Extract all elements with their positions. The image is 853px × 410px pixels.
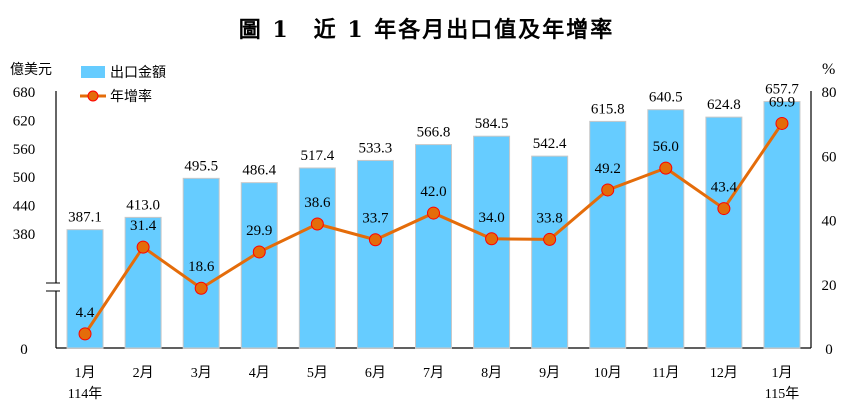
x-tick-label: 1月 [771, 365, 792, 381]
legend-bar-swatch [81, 66, 105, 78]
bar-value-label: 657.7 [765, 82, 799, 98]
bar [589, 120, 627, 349]
growth-rate-point [136, 240, 150, 254]
x-tick-label: 11月 [652, 365, 679, 381]
x-tick-label: 4月 [249, 365, 270, 381]
right-tick-label: 60 [822, 149, 837, 165]
growth-rate-label: 43.4 [711, 180, 738, 196]
growth-rate-label: 31.4 [130, 218, 157, 234]
growth-rate-label: 33.8 [537, 210, 563, 226]
left-tick-label: 440 [13, 199, 36, 215]
left-tick-label: 380 [13, 227, 36, 243]
x-tick-label: 6月 [365, 365, 386, 381]
left-tick-label: 620 [13, 113, 36, 129]
bar [647, 109, 685, 349]
axis-break-gap [46, 283, 66, 291]
growth-rate-point [368, 233, 382, 247]
bar-value-label: 542.4 [533, 136, 567, 152]
x-tick-sublabel: 114年 [68, 386, 102, 402]
growth-rate-point [659, 161, 673, 175]
bar [531, 155, 569, 349]
x-tick-label: 5月 [307, 365, 328, 381]
growth-rate-label: 29.9 [246, 223, 272, 239]
bar [240, 182, 278, 349]
growth-rate-label: 18.6 [188, 259, 215, 275]
x-tick-sublabel: 115年 [765, 386, 799, 402]
growth-rate-label: 56.0 [653, 139, 679, 155]
x-tick-label: 3月 [191, 365, 212, 381]
growth-rate-label: 42.0 [420, 184, 446, 200]
bar-value-label: 517.4 [300, 148, 334, 164]
growth-rate-point [427, 206, 440, 220]
growth-rate-point [543, 232, 557, 246]
bar-value-label: 584.5 [475, 116, 509, 132]
growth-rate-label: 4.4 [76, 305, 95, 321]
right-tick-label: 20 [822, 278, 837, 294]
growth-rate-label: 33.7 [362, 211, 389, 227]
left-tick-label: 680 [13, 85, 36, 101]
growth-rate-label: 34.0 [478, 210, 504, 226]
growth-rate-point [485, 232, 499, 246]
x-tick-label: 10月 [594, 365, 622, 381]
growth-rate-label: 49.2 [595, 161, 621, 177]
bar [124, 216, 162, 349]
bar-value-label: 533.3 [359, 140, 393, 156]
bar-value-label: 387.1 [68, 210, 102, 226]
growth-rate-point [78, 327, 92, 341]
bar [298, 167, 336, 349]
x-tick-label: 7月 [423, 365, 444, 381]
growth-rate-label: 69.9 [769, 94, 795, 110]
left-tick-label: 500 [13, 170, 36, 186]
bar-value-label: 640.5 [649, 90, 683, 106]
x-tick-label: 1月 [75, 365, 96, 381]
bar-value-label: 495.5 [184, 158, 218, 174]
right-tick-label: 40 [822, 214, 837, 230]
growth-rate-label: 38.6 [304, 195, 331, 211]
growth-rate-point [717, 202, 731, 216]
x-tick-label: 12月 [710, 365, 738, 381]
bar-value-label: 615.8 [591, 101, 625, 117]
legend-label-export: 出口金額 [110, 65, 166, 81]
left-tick-label: 0 [20, 342, 28, 358]
x-tick-label: 2月 [133, 365, 154, 381]
growth-rate-point [310, 217, 324, 231]
chart-title: 圖 1 近 1 年各月出口值及年增率 [238, 17, 615, 43]
growth-rate-point [601, 183, 615, 197]
bar [182, 177, 220, 349]
bar [705, 116, 743, 349]
bar-value-label: 624.8 [707, 97, 741, 113]
right-axis-unit: % [822, 61, 835, 78]
right-tick-label: 80 [822, 85, 837, 101]
left-tick-label: 560 [13, 142, 36, 158]
bar-value-label: 566.8 [417, 125, 451, 141]
x-tick-label: 9月 [539, 365, 560, 381]
left-axis-unit: 億美元 [10, 62, 52, 78]
bar [763, 101, 801, 349]
growth-rate-point [194, 281, 208, 295]
bar-value-label: 413.0 [126, 197, 160, 213]
bar-value-label: 486.4 [242, 163, 276, 179]
legend-marker [87, 90, 99, 102]
bar [356, 159, 394, 349]
bar [415, 144, 452, 349]
x-tick-label: 8月 [481, 365, 502, 381]
growth-rate-point [775, 116, 789, 130]
growth-rate-point [252, 245, 266, 259]
right-tick-label: 0 [825, 342, 833, 358]
legend-label-growth: 年增率 [110, 88, 152, 105]
